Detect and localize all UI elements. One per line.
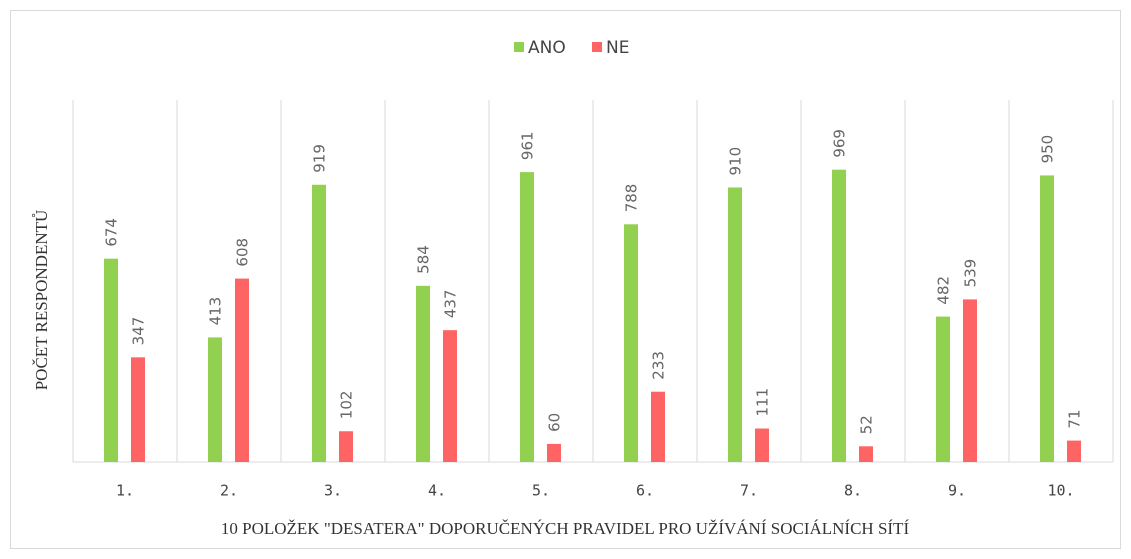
value-label: 52 <box>858 415 876 434</box>
value-label: 413 <box>207 297 225 326</box>
value-label: 788 <box>623 184 641 213</box>
y-axis-title: POČET RESPONDENTŮ <box>32 210 51 391</box>
x-tick-label: 7. <box>740 482 758 500</box>
bar <box>936 316 950 462</box>
bar <box>755 428 769 462</box>
value-label: 919 <box>311 144 329 173</box>
value-label: 969 <box>831 129 849 158</box>
bar <box>1040 175 1054 462</box>
value-label: 961 <box>519 131 537 160</box>
bar <box>651 391 665 462</box>
value-label: 482 <box>935 276 953 305</box>
bar <box>859 446 873 462</box>
bar <box>339 431 353 462</box>
x-tick-label: 6. <box>636 482 654 500</box>
x-tick-label: 4. <box>428 482 446 500</box>
value-label: 674 <box>103 218 121 247</box>
value-label: 60 <box>546 413 564 432</box>
value-label: 111 <box>754 388 772 417</box>
value-label: 608 <box>234 238 252 267</box>
bar <box>728 187 742 462</box>
legend-label: ANO <box>528 38 566 58</box>
value-label: 437 <box>442 290 460 319</box>
x-tick-label: 9. <box>948 482 966 500</box>
value-label: 71 <box>1066 409 1084 428</box>
bar <box>104 258 118 462</box>
x-tick-label: 3. <box>324 482 342 500</box>
bar <box>131 357 145 462</box>
legend-swatch <box>514 42 524 52</box>
value-label: 233 <box>650 351 668 380</box>
x-tick-label: 2. <box>220 482 238 500</box>
x-tick-label: 10. <box>1047 482 1074 500</box>
bar <box>963 299 977 462</box>
bar <box>312 184 326 463</box>
bar <box>1067 440 1081 462</box>
chart-border <box>10 10 1121 549</box>
bar <box>235 278 249 462</box>
bar <box>208 337 222 462</box>
bar <box>832 169 846 462</box>
bar <box>443 330 457 462</box>
bar <box>416 285 430 462</box>
bar <box>520 172 534 462</box>
legend-label: NE <box>606 38 629 58</box>
bar <box>624 224 638 462</box>
value-label: 102 <box>338 391 356 420</box>
value-label: 950 <box>1039 135 1057 164</box>
value-label: 347 <box>130 317 148 346</box>
x-tick-label: 1. <box>116 482 134 500</box>
value-label: 910 <box>727 147 745 176</box>
value-label: 539 <box>962 259 980 288</box>
x-tick-label: 8. <box>844 482 862 500</box>
x-axis-title: 10 POLOŽEK "DESATERA" DOPORUČENÝCH PRAVI… <box>221 519 910 538</box>
legend-swatch <box>592 42 602 52</box>
value-label: 584 <box>415 245 433 274</box>
x-tick-label: 5. <box>532 482 550 500</box>
bar <box>547 443 561 462</box>
